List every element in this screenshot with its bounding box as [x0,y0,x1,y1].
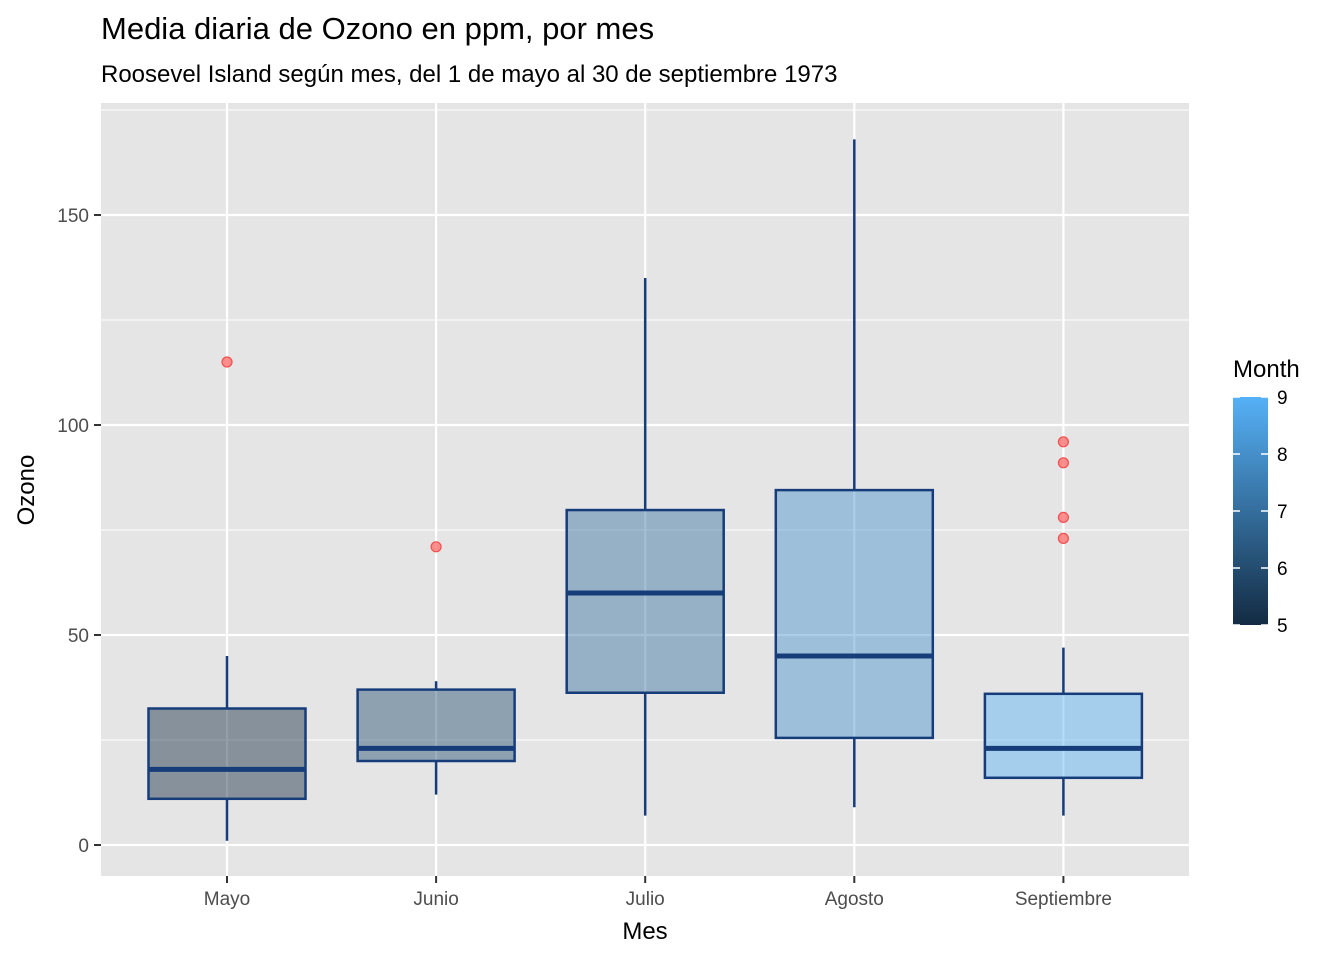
outlier-point [1057,511,1070,524]
legend-tick-label: 7 [1277,502,1288,523]
outlier-point [1057,436,1070,448]
x-tick-label: Junio [413,889,458,910]
legend-title: Month [1233,356,1300,383]
chart-title: Media diaria de Ozono en ppm, por mes [101,11,654,46]
x-tick-label: Mayo [204,889,250,910]
box-mayo [147,356,307,841]
y-tick-label: 150 [57,206,89,227]
y-axis: 0 50 100 150 [57,206,101,857]
legend-ticks: 5 6 7 8 9 [1233,388,1288,637]
y-tick-label: 100 [57,416,89,437]
x-axis: Mayo Junio Julio Agosto Septiembre [204,876,1112,910]
box-iqr [774,488,935,740]
outlier-point [221,356,233,368]
legend-tick-label: 8 [1277,445,1288,466]
box-iqr [147,707,307,801]
outlier-point [1057,457,1070,469]
box-iqr [565,508,725,694]
outlier-point [1057,532,1070,545]
chart-subtitle: Roosevel Island según mes, del 1 de mayo… [101,61,837,88]
x-axis-title: Mes [622,918,667,945]
x-tick-label: Septiembre [1015,889,1112,910]
box-julio [565,278,725,816]
legend-tick-label: 5 [1277,616,1288,637]
boxplot-series [147,139,1144,841]
box-agosto [774,139,935,808]
legend-tick-label: 9 [1277,388,1288,409]
y-tick-label: 0 [78,836,89,857]
y-tick-label: 50 [68,626,89,647]
y-axis-title: Ozono [13,455,40,526]
box-junio [356,541,516,795]
box-septiembre [983,436,1144,816]
legend-tick-label: 6 [1277,559,1288,580]
x-tick-label: Julio [626,889,665,910]
box-iqr [983,692,1144,780]
x-tick-label: Agosto [825,889,884,910]
outlier-point [430,541,442,553]
legend: Month 5 6 7 8 9 [1233,356,1300,637]
